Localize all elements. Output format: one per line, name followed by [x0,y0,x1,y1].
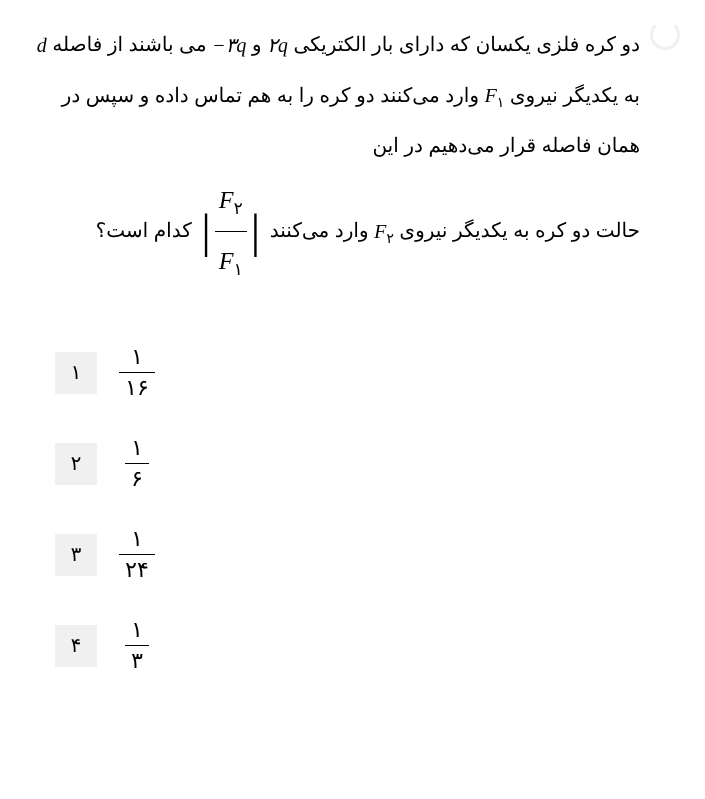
q-text-3: باشند از فاصله [47,34,174,56]
question-text: دو کره فلزی یکسان که دارای بار الکتریکی … [25,20,680,292]
option-1-label: ۱ [55,352,97,394]
option-2[interactable]: ۱ ۶ ۲ [25,433,680,494]
option-2-value: ۱ ۶ [117,433,157,494]
option-3[interactable]: ۱ ۲۴ ۳ [25,524,680,585]
q-text-7: حالت دو کره به یکدیگر نیروی [394,220,640,242]
charge-1: ۲q [267,21,288,71]
q-text-9: کدام است؟ [96,220,198,242]
option-4-value: ۱ ۳ [117,615,157,676]
option-3-value: ۱ ۲۴ [117,524,157,585]
option-1[interactable]: ۱ ۱۶ ۱ [25,342,680,403]
force-1: F۱ [485,71,505,121]
charge-2: −۳q [212,21,246,71]
option-2-label: ۲ [55,443,97,485]
q-text-2: می [179,34,212,56]
q-and: و [246,34,267,56]
q-text-5: وارد می‌کنند دو کره را به [277,85,485,107]
option-3-label: ۳ [55,534,97,576]
option-4-label: ۴ [55,625,97,667]
q-text-8: وارد می‌کنند [264,220,374,242]
ratio-expression: |F۲F۱| [197,171,264,292]
q-text-4: به یکدیگر نیروی [504,85,640,107]
force-2: F۲ [374,207,394,257]
option-1-value: ۱ ۱۶ [117,342,157,403]
options-container: ۱ ۱۶ ۱ ۱ ۶ ۲ ۱ ۲۴ ۳ ۱ ۳ ۴ [25,342,680,676]
option-4[interactable]: ۱ ۳ ۴ [25,615,680,676]
loading-spinner [650,20,680,50]
q-text-1: دو کره فلزی یکسان که دارای بار الکتریکی [288,34,640,56]
distance-d: d [37,21,47,71]
